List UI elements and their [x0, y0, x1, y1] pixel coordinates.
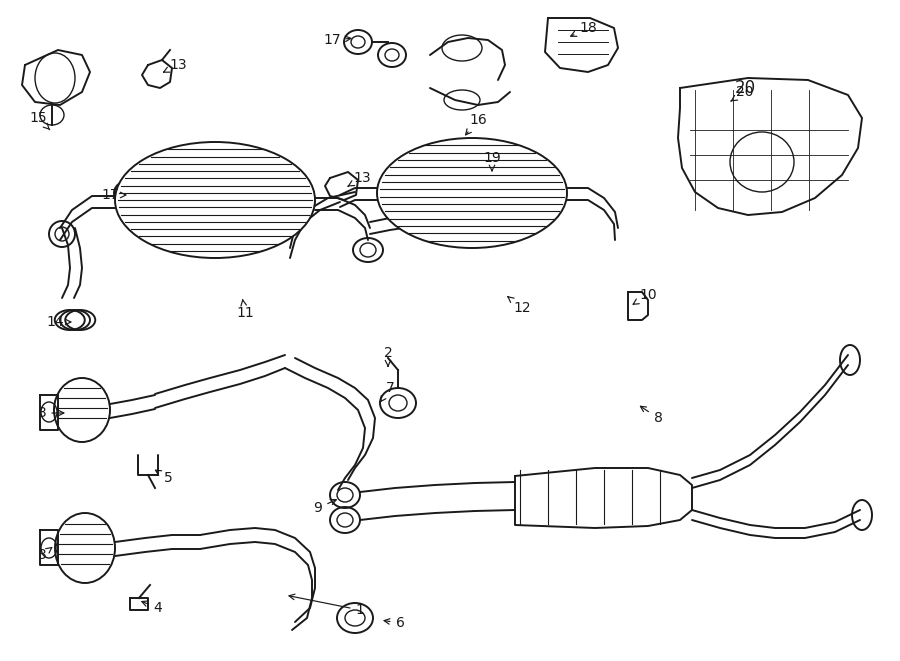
Text: 20: 20 — [731, 85, 754, 101]
Text: 4: 4 — [142, 601, 162, 615]
Text: 19: 19 — [483, 151, 501, 171]
Text: 2: 2 — [383, 346, 392, 366]
Text: 16: 16 — [465, 113, 487, 135]
Text: 13: 13 — [164, 58, 187, 72]
Text: 17: 17 — [323, 33, 351, 47]
Text: 3: 3 — [38, 547, 52, 562]
Text: 7: 7 — [381, 381, 394, 402]
Text: 12: 12 — [508, 297, 531, 315]
Text: 10: 10 — [633, 288, 657, 304]
Text: 6: 6 — [384, 616, 404, 630]
Text: 17: 17 — [101, 188, 126, 202]
Text: 8: 8 — [641, 407, 662, 425]
Text: 1: 1 — [289, 594, 365, 617]
Text: 5: 5 — [156, 470, 173, 485]
Text: 14: 14 — [46, 315, 71, 329]
Ellipse shape — [377, 138, 567, 248]
Text: 3: 3 — [38, 406, 64, 420]
Text: 11: 11 — [236, 300, 254, 320]
Text: 20: 20 — [734, 79, 756, 97]
Text: 13: 13 — [348, 171, 371, 186]
Ellipse shape — [115, 142, 315, 258]
Text: 18: 18 — [571, 21, 597, 36]
Text: 9: 9 — [313, 500, 337, 515]
Text: 15: 15 — [29, 111, 50, 130]
